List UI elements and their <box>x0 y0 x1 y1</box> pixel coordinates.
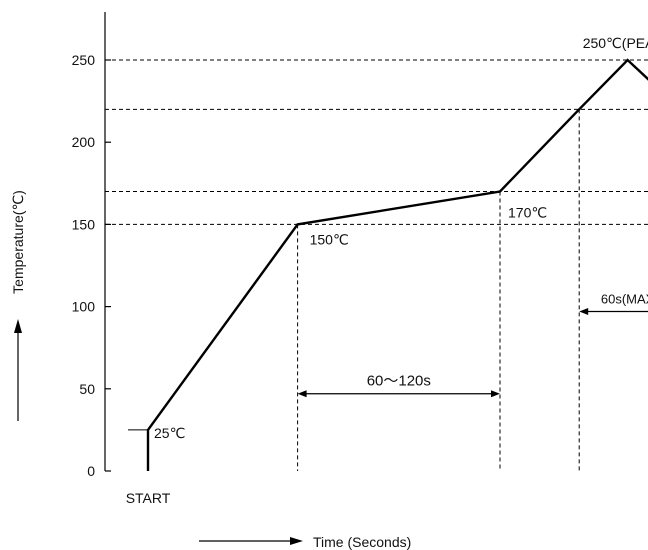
axis-labels: Temperature(℃) Time (Seconds) <box>10 190 411 550</box>
series-group <box>146 58 648 471</box>
annotation-label: 150℃ <box>310 231 349 247</box>
x-axis-label: Time (Seconds) <box>313 534 411 550</box>
axis-direction-arrows <box>14 319 303 545</box>
y-tick-label: 150 <box>72 216 96 232</box>
y-tick-label: 100 <box>72 299 96 315</box>
series-line <box>146 58 648 471</box>
annotation-label: 25℃ <box>154 425 185 441</box>
y-axis: 0 50 100 150 200 250 <box>72 12 111 479</box>
y-tick-label: 250 <box>72 52 96 68</box>
interval-arrow-head <box>491 390 500 398</box>
y-tick-label: 0 <box>87 463 95 479</box>
interval-markers: 60～120s 60s(MAX) <box>297 292 648 398</box>
interval-arrow-head <box>297 390 307 398</box>
annotation-label: 170℃ <box>508 205 547 221</box>
y-tick-label: 200 <box>72 134 96 150</box>
reference-lines <box>105 59 648 471</box>
y-tick-label: 50 <box>79 381 95 397</box>
x-axis: START <box>126 490 171 506</box>
y-axis-label: Temperature(℃) <box>10 190 26 294</box>
x-tick-label-start: START <box>126 490 171 506</box>
interval-label: 60s(MAX) <box>601 292 648 307</box>
interval-arrow-head <box>579 308 589 316</box>
x-direction-arrow-head <box>290 537 303 545</box>
annotation-label: 250℃(PEAK) <box>583 35 648 51</box>
interval-label: 60～120s <box>367 373 431 390</box>
y-direction-arrow-head <box>14 319 22 333</box>
